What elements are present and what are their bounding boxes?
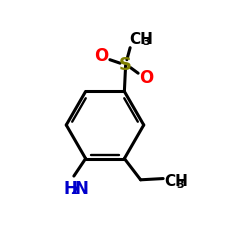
Text: 2: 2 [70,186,78,196]
Text: 3: 3 [176,180,184,190]
Text: N: N [75,180,89,198]
Text: O: O [94,47,108,65]
Text: CH: CH [164,174,188,189]
Text: 3: 3 [142,38,150,48]
Text: H: H [63,180,77,198]
Text: CH: CH [130,32,153,47]
Text: O: O [139,69,153,87]
Text: S: S [119,56,132,74]
